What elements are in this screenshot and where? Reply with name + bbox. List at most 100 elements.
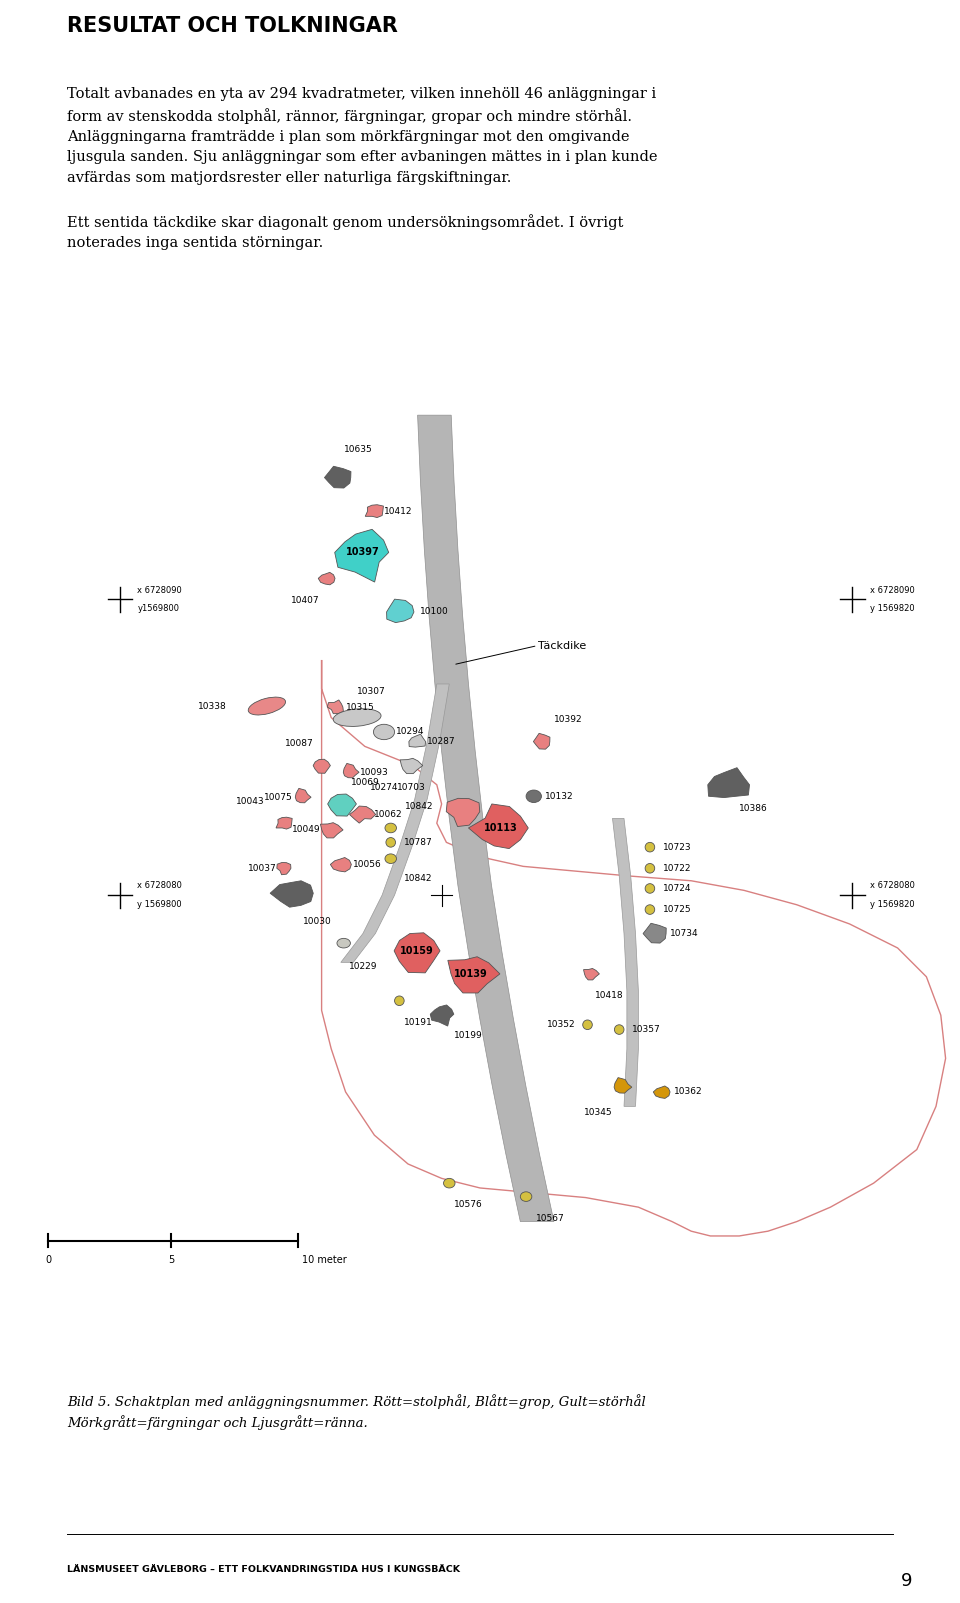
Polygon shape	[327, 701, 344, 713]
Text: y 1569820: y 1569820	[870, 899, 914, 909]
Text: 10722: 10722	[663, 864, 692, 872]
Text: 10087: 10087	[285, 739, 314, 749]
Polygon shape	[276, 818, 292, 829]
Ellipse shape	[583, 1020, 592, 1029]
Ellipse shape	[520, 1191, 532, 1201]
Text: 10418: 10418	[595, 991, 624, 1000]
Text: Bild 5. Schaktplan med anläggningsnummer. Rött=stolphål, Blått=grop, Gult=störhå: Bild 5. Schaktplan med anläggningsnummer…	[67, 1395, 646, 1430]
Text: y1569800: y1569800	[137, 604, 180, 614]
Polygon shape	[324, 466, 351, 487]
Text: 10030: 10030	[303, 917, 332, 927]
Ellipse shape	[385, 824, 396, 834]
Text: 10 meter: 10 meter	[302, 1255, 348, 1265]
Text: 10352: 10352	[547, 1020, 576, 1029]
Text: 10043: 10043	[236, 797, 265, 806]
Text: 10069: 10069	[351, 777, 380, 787]
Polygon shape	[319, 572, 335, 585]
Ellipse shape	[373, 725, 395, 739]
Text: 10357: 10357	[632, 1024, 660, 1034]
Text: LÄNSMUSEET GÄVLEBORG – ETT FOLKVANDRINGSTIDA HUS I KUNGSBÄCK: LÄNSMUSEET GÄVLEBORG – ETT FOLKVANDRINGS…	[67, 1565, 460, 1574]
Ellipse shape	[337, 938, 350, 947]
Text: 10229: 10229	[348, 962, 377, 971]
Ellipse shape	[645, 864, 655, 874]
Polygon shape	[349, 806, 375, 822]
Text: Ett sentida täckdike skar diagonalt genom undersökningsområdet. I övrigt
noterad: Ett sentida täckdike skar diagonalt geno…	[67, 215, 624, 250]
Polygon shape	[313, 760, 330, 773]
Polygon shape	[387, 600, 414, 622]
Text: 10062: 10062	[374, 810, 403, 819]
Text: 10338: 10338	[198, 702, 227, 710]
Text: 10100: 10100	[420, 608, 448, 617]
Text: 10386: 10386	[739, 805, 768, 813]
Text: 10093: 10093	[360, 768, 389, 777]
Text: 10703: 10703	[396, 784, 425, 792]
Polygon shape	[344, 763, 359, 777]
Text: 10345: 10345	[584, 1108, 612, 1117]
Polygon shape	[330, 858, 351, 872]
Text: x 6728080: x 6728080	[870, 882, 915, 890]
Text: 10392: 10392	[554, 715, 583, 725]
Polygon shape	[430, 1005, 454, 1026]
Text: 10191: 10191	[404, 1018, 433, 1028]
Text: 10287: 10287	[427, 737, 456, 745]
Text: 10294: 10294	[396, 728, 424, 736]
Polygon shape	[327, 793, 356, 816]
Text: 10139: 10139	[453, 968, 488, 979]
Polygon shape	[584, 968, 599, 979]
Polygon shape	[446, 798, 480, 827]
Polygon shape	[708, 768, 750, 798]
Text: 10113: 10113	[484, 822, 518, 834]
Polygon shape	[296, 789, 311, 803]
Text: 10635: 10635	[344, 444, 372, 454]
Text: y 1569800: y 1569800	[137, 899, 181, 909]
Text: Täckdike: Täckdike	[538, 641, 586, 651]
Text: 10274: 10274	[370, 782, 398, 792]
Polygon shape	[612, 819, 638, 1106]
Ellipse shape	[645, 883, 655, 893]
Text: 10075: 10075	[264, 793, 293, 802]
Text: x 6728090: x 6728090	[870, 585, 915, 595]
Polygon shape	[534, 733, 550, 749]
Text: Totalt avbanades en yta av 294 kvadratmeter, vilken innehöll 46 anläggningar i
f: Totalt avbanades en yta av 294 kvadratme…	[67, 88, 658, 184]
Text: x 6728080: x 6728080	[137, 882, 182, 890]
Text: 10787: 10787	[404, 838, 433, 846]
Ellipse shape	[395, 995, 404, 1005]
Ellipse shape	[645, 842, 655, 851]
Text: 10724: 10724	[663, 883, 692, 893]
Text: 10567: 10567	[536, 1213, 564, 1223]
Ellipse shape	[614, 1024, 624, 1034]
Text: 10397: 10397	[346, 548, 380, 558]
Polygon shape	[341, 684, 449, 962]
Text: 10362: 10362	[674, 1087, 703, 1096]
Polygon shape	[335, 529, 389, 582]
Polygon shape	[447, 957, 500, 992]
Polygon shape	[270, 880, 313, 907]
Text: 10734: 10734	[670, 930, 699, 938]
Polygon shape	[418, 415, 554, 1221]
Polygon shape	[365, 505, 383, 518]
Text: 10159: 10159	[399, 946, 434, 955]
Text: 10842: 10842	[404, 874, 433, 883]
Ellipse shape	[444, 1178, 455, 1188]
Text: 10725: 10725	[663, 906, 692, 914]
Text: x 6728090: x 6728090	[137, 585, 182, 595]
Polygon shape	[276, 862, 291, 875]
Polygon shape	[643, 923, 666, 943]
Polygon shape	[400, 758, 422, 774]
Text: 10315: 10315	[346, 702, 374, 712]
Polygon shape	[321, 822, 343, 838]
Polygon shape	[614, 1077, 632, 1093]
Text: 10723: 10723	[663, 843, 692, 851]
Polygon shape	[395, 933, 440, 973]
Text: 10407: 10407	[291, 596, 320, 604]
Text: y 1569820: y 1569820	[870, 604, 914, 614]
Text: 10056: 10056	[353, 859, 382, 869]
Polygon shape	[468, 805, 528, 848]
Text: 10412: 10412	[384, 507, 413, 516]
Text: 0: 0	[45, 1255, 51, 1265]
Text: RESULTAT OCH TOLKNINGAR: RESULTAT OCH TOLKNINGAR	[67, 16, 398, 35]
Text: 10842: 10842	[405, 802, 434, 811]
Text: 10049: 10049	[292, 826, 321, 835]
Ellipse shape	[385, 854, 396, 864]
Text: 10037: 10037	[248, 864, 276, 872]
